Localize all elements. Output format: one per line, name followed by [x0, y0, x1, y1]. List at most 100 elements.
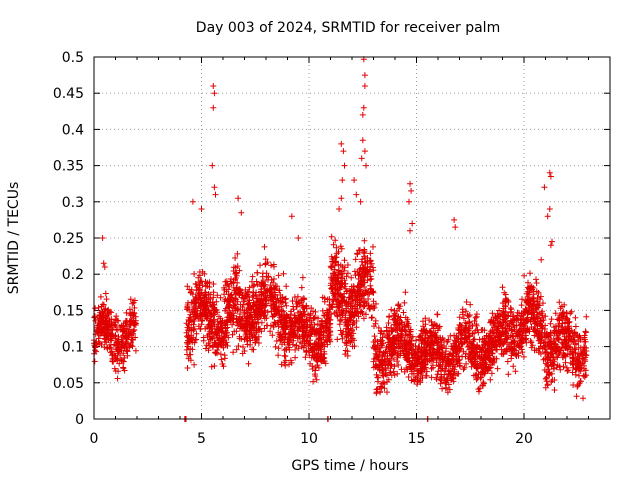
- data-point: [258, 288, 264, 295]
- data-point: [434, 311, 441, 318]
- data-point: [565, 367, 572, 374]
- data-point: [435, 368, 442, 375]
- data-point: [309, 349, 316, 356]
- data-point: [583, 345, 589, 351]
- data-point: [503, 348, 510, 355]
- data-point: [533, 276, 539, 283]
- data-point: [237, 316, 244, 323]
- data-point: [465, 355, 472, 362]
- data-point: [467, 301, 474, 308]
- data-point: [272, 292, 279, 299]
- chart-title: Day 003 of 2024, SRMTID for receiver pal…: [196, 20, 500, 36]
- data-point: [312, 340, 319, 346]
- data-point: [340, 148, 347, 155]
- data-point: [314, 358, 321, 365]
- data-point: [426, 317, 433, 324]
- data-point: [348, 332, 355, 339]
- data-point: [377, 388, 384, 395]
- data-point: [114, 375, 121, 382]
- data-point: [361, 273, 368, 280]
- data-point: [565, 337, 572, 344]
- data-point: [265, 274, 272, 281]
- data-point: [348, 283, 355, 290]
- data-point: [437, 336, 444, 343]
- data-point: [530, 295, 537, 302]
- data-point: [361, 253, 368, 260]
- data-point: [132, 347, 139, 354]
- data-point: [575, 355, 582, 362]
- data-point: [493, 346, 499, 353]
- data-point: [438, 339, 445, 346]
- data-point: [311, 343, 318, 350]
- data-point: [407, 180, 413, 187]
- data-point: [131, 310, 138, 317]
- data-point: [123, 338, 130, 345]
- data-point: [465, 327, 471, 334]
- data-point: [367, 250, 374, 257]
- data-point: [252, 319, 259, 326]
- data-point: [443, 379, 450, 385]
- data-point: [344, 262, 351, 268]
- data-point: [113, 313, 120, 320]
- data-point: [268, 276, 275, 283]
- y-axis-label: SRMTID / TECUs: [6, 182, 22, 295]
- data-point: [211, 363, 218, 369]
- data-point: [193, 299, 200, 306]
- x-tick-label: 5: [197, 431, 206, 447]
- data-point: [406, 355, 412, 362]
- data-point: [196, 282, 203, 289]
- data-point: [204, 312, 211, 319]
- data-point: [339, 335, 346, 342]
- data-point: [371, 333, 378, 340]
- data-point: [505, 298, 512, 305]
- data-point: [128, 342, 135, 349]
- data-point: [205, 340, 212, 347]
- data-point: [541, 184, 548, 191]
- data-point: [424, 341, 430, 348]
- data-point: [291, 312, 298, 319]
- data-point: [271, 263, 277, 270]
- data-point: [462, 350, 469, 357]
- data-point: [558, 324, 565, 331]
- data-point: [232, 255, 239, 261]
- data-point: [252, 334, 259, 341]
- data-point: [252, 303, 259, 310]
- data-point: [518, 336, 525, 343]
- data-point: [361, 148, 368, 155]
- data-point: [294, 300, 301, 307]
- data-point: [413, 337, 419, 344]
- data-point: [187, 317, 194, 323]
- data-point: [374, 378, 381, 385]
- data-point: [549, 350, 556, 356]
- data-point: [529, 342, 536, 349]
- data-point: [502, 332, 509, 339]
- data-point: [385, 358, 392, 365]
- data-point: [328, 264, 335, 271]
- data-point: [422, 355, 429, 362]
- data-point: [269, 332, 276, 339]
- data-point: [378, 384, 385, 390]
- data-point: [449, 363, 456, 369]
- data-point: [195, 315, 202, 322]
- data-point: [430, 325, 437, 332]
- data-point: [306, 314, 313, 321]
- data-point: [528, 303, 535, 310]
- data-point: [475, 371, 482, 377]
- data-point: [309, 366, 316, 372]
- data-point: [255, 311, 262, 318]
- data-point: [348, 316, 354, 323]
- data-point: [246, 304, 253, 311]
- data-point: [355, 275, 362, 282]
- data-point: [114, 355, 121, 362]
- data-point: [244, 338, 251, 345]
- data-point: [391, 317, 398, 324]
- data-point: [347, 288, 354, 295]
- data-point: [537, 310, 543, 317]
- data-point: [507, 332, 514, 339]
- data-point: [217, 351, 224, 358]
- data-point: [300, 296, 307, 302]
- data-point: [109, 348, 115, 355]
- data-point: [463, 299, 470, 305]
- data-point: [245, 288, 252, 295]
- data-point: [543, 375, 550, 382]
